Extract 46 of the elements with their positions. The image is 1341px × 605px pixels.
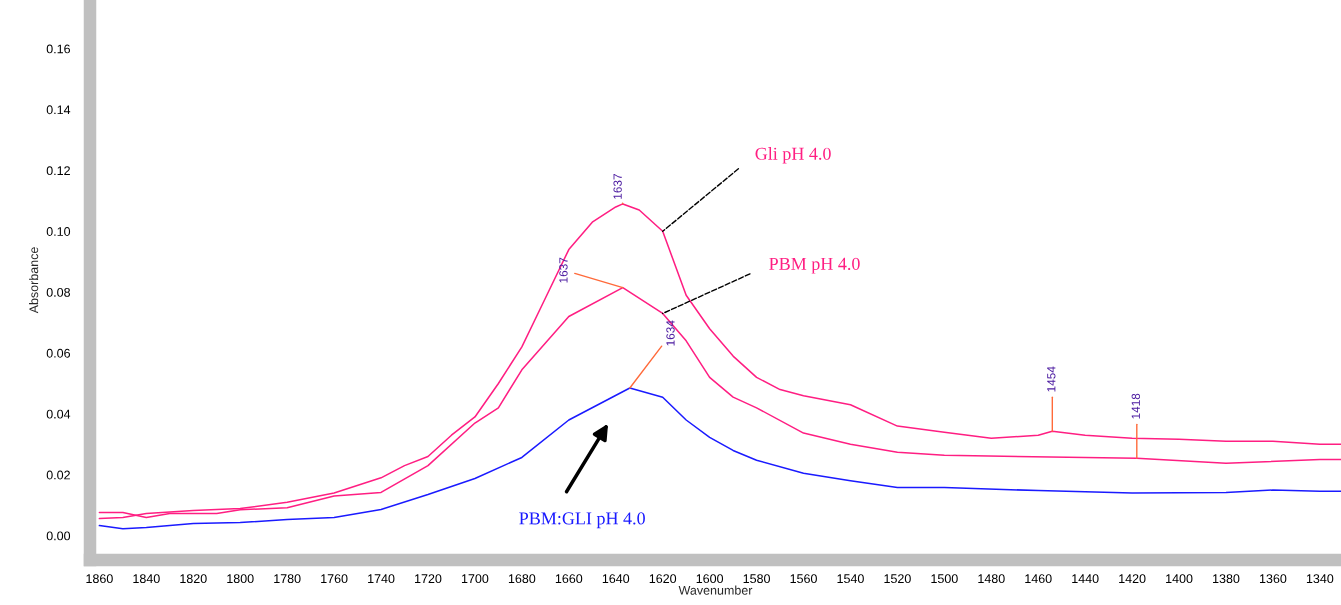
annotation: 1454 [1047,366,1056,392]
y-tick-label: 0.04 [46,409,71,419]
text: Gli pH 4.0 [755,147,831,164]
x-tick-label: 1800 [227,574,254,584]
x-tick-label: 1520 [884,574,911,584]
y-tick-label: 0.06 [46,348,71,358]
x-tick-label: 1840 [133,574,160,584]
x-tick-label: 1820 [180,574,207,584]
x-tick-label: 1560 [790,574,817,584]
x-tick-label: 1660 [555,574,583,584]
text: PBM pH 4.0 [769,257,860,274]
x-tick-label: 1420 [1119,574,1146,584]
x-tick-label: 1600 [696,574,724,584]
x-tick-label: 1620 [649,574,677,584]
annotation: 1637 [613,174,622,199]
x-tick-label: 1440 [1072,574,1099,584]
y-tick-label: 0.00 [46,531,71,541]
x-tick-label: 1340 [1306,574,1334,584]
annotation: 1418 [1131,393,1140,419]
y-tick-label: 0.16 [46,44,71,54]
x-tick-label: 1680 [508,574,536,584]
annotation: 1634 [666,320,675,346]
y-tick-label: 0.10 [46,227,71,236]
x-tick-label: 1400 [1166,574,1193,584]
x-axis-title: Wavenumber [678,585,753,595]
y-tick-label: 0.08 [46,287,71,297]
annotation: 1637 [559,257,568,283]
x-tick-label: 1760 [321,574,348,584]
x-tick-label: 1720 [415,574,442,584]
x-tick-label: 1540 [837,574,864,584]
y-axis-title: Absorbance [29,247,39,314]
x-tick-label: 1380 [1213,574,1240,584]
x-tick-label: 1360 [1259,574,1287,584]
x-tick-label: 1780 [274,574,301,584]
y-tick-label: 0.02 [46,470,70,480]
x-tick-label: 1500 [931,574,958,584]
x-tick-label: 1640 [602,574,630,584]
x-tick-label: 1480 [978,574,1005,584]
y-tick-label: 0.14 [46,105,71,115]
x-tick-label: 1580 [743,574,770,584]
x-tick-label: 1860 [86,574,113,584]
x-tick-label: 1740 [368,574,395,584]
text: PBM:GLI pH 4.0 [519,512,645,529]
x-tick-label: 1700 [461,574,489,584]
y-tick-label: 0.12 [46,166,70,176]
x-tick-label: 1460 [1025,574,1052,584]
